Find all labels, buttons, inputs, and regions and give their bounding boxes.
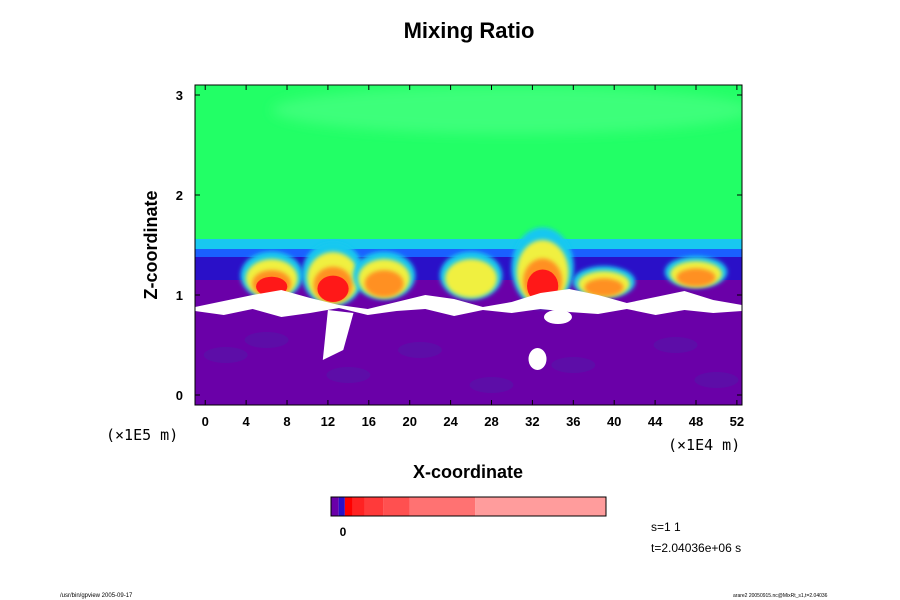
- x-tick-label: 28: [484, 414, 498, 429]
- white-lobe: [543, 310, 572, 324]
- field-layers: [195, 85, 742, 405]
- y-tick-label: 2: [176, 188, 183, 203]
- lower-dark-swirl: [326, 367, 371, 383]
- colorbar: [331, 497, 606, 516]
- x-tick-label: 44: [648, 414, 663, 429]
- x-tick-label: 4: [243, 414, 251, 429]
- x-tick-label: 40: [607, 414, 621, 429]
- plume-orange: [584, 278, 624, 297]
- y-tick-label: 0: [176, 388, 183, 403]
- colorbar-frame: [330, 496, 607, 517]
- x-tick-label: 20: [402, 414, 416, 429]
- plume-orange: [676, 268, 716, 287]
- x-tick-label: 16: [362, 414, 376, 429]
- plot-area: [195, 85, 742, 405]
- time-annotation: t=2.04036e+06 s: [651, 541, 741, 555]
- lower-dark-swirl: [244, 332, 289, 348]
- cyan-layer: [195, 239, 742, 250]
- x-scale-note: (×1E4 m): [668, 436, 740, 454]
- lower-dark-swirl: [653, 337, 698, 353]
- plume-orange: [364, 270, 404, 298]
- colorbar-segment: [331, 497, 339, 516]
- y-axis-label: Z-coordinate: [141, 190, 161, 299]
- plume-core: [317, 275, 349, 302]
- lower-dark-swirl: [694, 372, 739, 388]
- colorbar-segment: [344, 497, 353, 516]
- colorbar-segment: [383, 497, 410, 516]
- colorbar-tick-label: 0: [340, 525, 347, 539]
- footer-left: /usr/bin/gpview 2005-09-17: [60, 593, 133, 599]
- x-tick-label: 52: [730, 414, 744, 429]
- footer-right: arare2 20050915.nc@MixRt_s1,t=2.04036: [733, 593, 828, 599]
- colorbar-segment: [338, 497, 345, 516]
- lower-dark-swirl: [469, 377, 514, 393]
- cloud-white-band: [195, 289, 742, 370]
- white-blob: [528, 348, 547, 370]
- x-tick-label: 48: [689, 414, 703, 429]
- step-annotation: s=1 1: [651, 520, 681, 534]
- plot-frame: [194, 84, 743, 406]
- x-tick-label: 36: [566, 414, 580, 429]
- colorbar-segment: [364, 497, 384, 516]
- plume-group: [240, 227, 728, 308]
- upper-light-patch: [272, 86, 742, 134]
- white-band-shape: [195, 289, 742, 317]
- x-tick-label: 32: [525, 414, 539, 429]
- y-tick-label: 1: [176, 288, 183, 303]
- colorbar-segment: [352, 497, 365, 516]
- white-tendril: [322, 310, 354, 360]
- colorbar-segment: [475, 497, 606, 516]
- chart-title: Mixing Ratio: [404, 18, 535, 43]
- y-axis: 0 1 2 3: [176, 88, 742, 403]
- x-tick-label: 0: [202, 414, 209, 429]
- x-tick-label: 12: [321, 414, 335, 429]
- lower-dark-swirl: [397, 342, 442, 358]
- x-tick-label: 24: [443, 414, 458, 429]
- lower-dark-swirl: [203, 347, 248, 363]
- y-scale-note: (×1E5 m): [106, 426, 178, 444]
- x-axis: 0 4 8 12 16 20 24 28 32 36 40 44 48 52: [202, 85, 744, 429]
- y-tick-label: 3: [176, 88, 183, 103]
- plume-yellow: [445, 259, 498, 298]
- colorbar-segment: [409, 497, 476, 516]
- lower-dark-swirl: [551, 357, 596, 373]
- x-tick-label: 8: [283, 414, 290, 429]
- x-axis-label: X-coordinate: [413, 462, 523, 482]
